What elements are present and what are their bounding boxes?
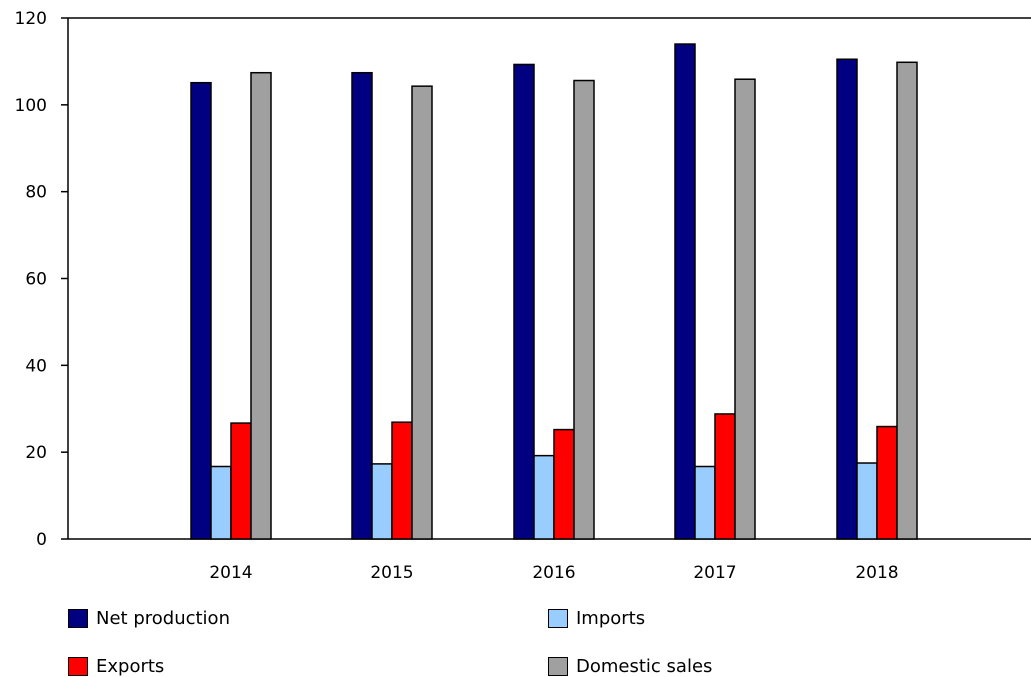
bar-domestic-sales-2016 bbox=[573, 79, 595, 540]
bar-net-production-2016 bbox=[513, 63, 535, 540]
x-tick-label: 2015 bbox=[370, 563, 413, 583]
bar-domestic-sales-2018 bbox=[896, 61, 918, 540]
x-tick-label: 2014 bbox=[209, 563, 252, 583]
y-tick-label: 20 bbox=[25, 443, 47, 463]
bar-net-production-2014 bbox=[190, 81, 212, 540]
bar-exports-2017 bbox=[714, 413, 736, 540]
bar-imports-2018 bbox=[856, 462, 878, 540]
bar-exports-2018 bbox=[876, 425, 898, 540]
x-axis: 2014 2015 2016 2017 2018 bbox=[209, 563, 898, 583]
bar-imports-2017 bbox=[694, 465, 716, 540]
x-tick-label: 2016 bbox=[532, 563, 575, 583]
y-tick-label: 80 bbox=[25, 183, 47, 203]
y-axis: 0 20 40 60 80 100 120 bbox=[15, 9, 68, 550]
y-tick-label: 120 bbox=[15, 9, 47, 29]
bar-imports-2014 bbox=[210, 465, 232, 540]
y-tick-label: 100 bbox=[15, 96, 47, 116]
bar-domestic-sales-2014 bbox=[250, 71, 272, 540]
bar-domestic-sales-2015 bbox=[411, 85, 433, 540]
bar-exports-2016 bbox=[553, 428, 575, 540]
bar-net-production-2018 bbox=[836, 58, 858, 540]
bar-imports-2016 bbox=[533, 454, 555, 540]
bar-net-production-2017 bbox=[674, 43, 696, 540]
x-tick-label: 2017 bbox=[693, 563, 736, 583]
y-tick-label: 0 bbox=[36, 530, 47, 550]
bar-domestic-sales-2017 bbox=[734, 78, 756, 540]
bar-imports-2015 bbox=[371, 463, 393, 540]
bar-net-production-2015 bbox=[351, 71, 373, 540]
bar-exports-2015 bbox=[391, 421, 413, 540]
bar-exports-2014 bbox=[230, 422, 252, 540]
x-tick-label: 2018 bbox=[855, 563, 898, 583]
y-tick-label: 60 bbox=[25, 270, 47, 290]
bar-series-group bbox=[190, 43, 918, 540]
y-tick-label: 40 bbox=[25, 356, 47, 376]
